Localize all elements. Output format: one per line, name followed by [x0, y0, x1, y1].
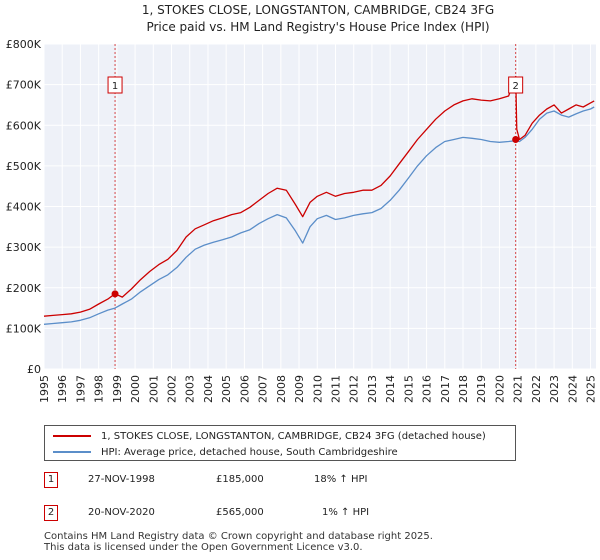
- y-tick-label: £700K: [6, 79, 42, 92]
- x-tick-label: 1996: [56, 375, 69, 403]
- transaction-hpi: 18% ↑ HPI: [314, 474, 368, 485]
- badge-box: [107, 76, 123, 94]
- legend-item-property: 1, STOKES CLOSE, LONGSTANTON, CAMBRIDGE,…: [53, 428, 486, 444]
- x-tick-label: 2020: [493, 375, 506, 403]
- x-tick-label: 1995: [38, 375, 51, 403]
- x-tick-label: 2025: [585, 375, 598, 403]
- y-axis-ticks: £0 £100K £200K £300K £400K £500K £600K £700K £80…: [6, 38, 42, 376]
- y-tick-label: £100K: [6, 322, 42, 335]
- x-tick-label: 2013: [366, 375, 379, 403]
- x-tick-label: 2022: [530, 375, 543, 403]
- x-tick-label: 2000: [129, 375, 142, 403]
- series: [43, 75, 595, 325]
- x-tick-label: 2005: [220, 375, 233, 403]
- y-tick-label: £300K: [6, 241, 42, 254]
- legend-swatch-hpi: [53, 451, 91, 453]
- y-tick-label: £500K: [6, 160, 42, 173]
- series-line-property: [43, 75, 595, 317]
- x-tick-label: 2011: [329, 375, 342, 403]
- x-tick-label: 2004: [202, 375, 215, 403]
- x-tick-label: 2016: [421, 375, 434, 403]
- footer-line-copyright: Contains HM Land Registry data © Crown c…: [44, 531, 433, 542]
- x-tick-label: 2007: [257, 375, 270, 403]
- x-axis-ticks: 1995 1996 1997 1998 1999 2000 2001 2002 2003 2004…: [38, 375, 598, 403]
- badge-box: [508, 76, 524, 94]
- transaction-badge-2: 2: [508, 76, 524, 94]
- badge-label: 1: [112, 81, 118, 92]
- x-tick-label: 2018: [457, 375, 470, 403]
- transaction-number: 2: [44, 505, 58, 521]
- transaction-price: £185,000: [216, 474, 264, 485]
- y-tick-label: £600K: [6, 119, 42, 132]
- transaction-date: 20-NOV-2020: [88, 507, 155, 518]
- x-tick-label: 2009: [293, 375, 306, 403]
- x-tick-label: 2021: [512, 375, 525, 403]
- chart-subtitle: Price paid vs. HM Land Registry's House …: [146, 20, 489, 34]
- x-tick-label: 2003: [184, 375, 197, 403]
- x-tick-label: 2023: [548, 375, 561, 403]
- footer-line-licence: This data is licensed under the Open Gov…: [44, 542, 363, 553]
- x-tick-label: 2012: [348, 375, 361, 403]
- sale-points: [111, 135, 520, 298]
- x-tick-label: 2019: [475, 375, 488, 403]
- y-tick-label: £400K: [6, 201, 42, 214]
- y-tick-label: £200K: [6, 282, 42, 295]
- x-tick-label: 2001: [147, 375, 160, 403]
- x-tick-label: 2017: [439, 375, 452, 403]
- legend-label-property: 1, STOKES CLOSE, LONGSTANTON, CAMBRIDGE,…: [101, 430, 486, 442]
- y-tick-label: £800K: [6, 38, 42, 51]
- x-tick-label: 1999: [111, 375, 124, 403]
- x-tick-label: 1998: [93, 375, 106, 403]
- sale-point-1: [111, 290, 119, 298]
- transaction-price: £565,000: [216, 507, 264, 518]
- transaction-number: 1: [44, 472, 58, 488]
- x-tick-label: 2006: [238, 375, 251, 403]
- chart-title: 1, STOKES CLOSE, LONGSTANTON, CAMBRIDGE,…: [142, 3, 494, 17]
- price-chart: 1, STOKES CLOSE, LONGSTANTON, CAMBRIDGE,…: [6, 3, 598, 403]
- x-tick-label: 2008: [275, 375, 288, 403]
- series-line-hpi: [43, 106, 595, 325]
- x-tick-label: 2014: [384, 375, 397, 403]
- badge-label: 2: [512, 81, 518, 92]
- y-tick-label: £0: [27, 363, 41, 376]
- legend: 1, STOKES CLOSE, LONGSTANTON, CAMBRIDGE,…: [44, 425, 516, 461]
- legend-item-hpi: HPI: Average price, detached house, Sout…: [53, 444, 398, 460]
- x-tick-label: 2002: [166, 375, 179, 403]
- legend-label-hpi: HPI: Average price, detached house, Sout…: [101, 446, 398, 458]
- footer: Contains HM Land Registry data © Crown c…: [44, 531, 433, 553]
- x-tick-label: 2015: [402, 375, 415, 403]
- x-tick-label: 1997: [74, 375, 87, 403]
- transaction-date: 27-NOV-1998: [88, 474, 155, 485]
- transaction-badge-1: 1: [107, 76, 123, 94]
- sale-point-2: [512, 135, 520, 143]
- x-tick-label: 2024: [566, 375, 579, 403]
- legend-swatch-property: [53, 435, 91, 437]
- x-tick-label: 2010: [311, 375, 324, 403]
- transaction-hpi: 1% ↑ HPI: [322, 507, 370, 518]
